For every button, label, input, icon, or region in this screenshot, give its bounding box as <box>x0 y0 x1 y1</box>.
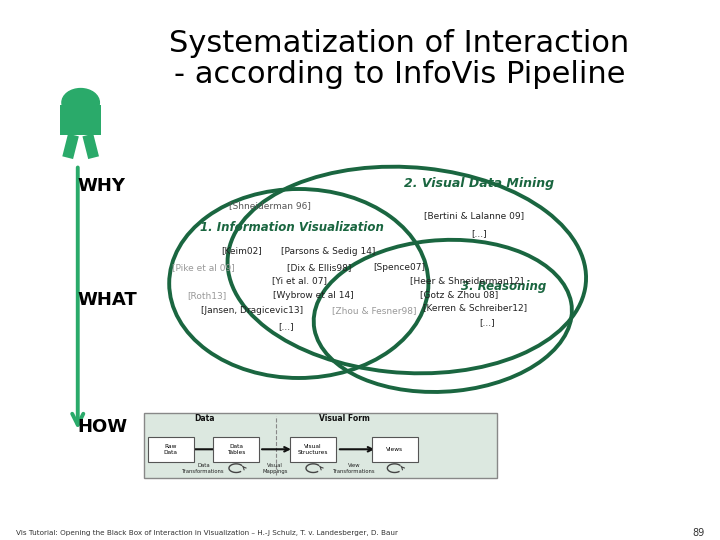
Text: [Jansen, Dragicevic13]: [Jansen, Dragicevic13] <box>201 306 303 315</box>
Text: [...]: [...] <box>472 230 487 238</box>
Text: WHAT: WHAT <box>78 291 138 309</box>
Text: [...]: [...] <box>479 319 495 327</box>
Text: Data: Data <box>194 414 215 423</box>
Text: [Spence07]: [Spence07] <box>374 263 426 272</box>
Text: View
Transformations: View Transformations <box>333 463 376 474</box>
Text: [Kerren & Schreiber12]: [Kerren & Schreiber12] <box>423 303 527 312</box>
Text: [Dix & Ellis98]: [Dix & Ellis98] <box>287 263 352 272</box>
Text: 89: 89 <box>692 528 704 538</box>
Text: Views: Views <box>386 447 403 452</box>
FancyBboxPatch shape <box>290 437 336 462</box>
Text: [Shneiderman 96]: [Shneiderman 96] <box>229 201 311 210</box>
Text: [Pike et al 09]: [Pike et al 09] <box>172 263 235 272</box>
FancyBboxPatch shape <box>148 437 194 462</box>
Text: Data
Tables: Data Tables <box>227 444 246 455</box>
Text: [Gotz & Zhou 08]: [Gotz & Zhou 08] <box>420 290 498 299</box>
Text: Visual Form: Visual Form <box>319 414 369 423</box>
Text: [Zhou & Fesner98]: [Zhou & Fesner98] <box>332 306 417 315</box>
Text: [Bertini & Lalanne 09]: [Bertini & Lalanne 09] <box>423 212 524 220</box>
FancyBboxPatch shape <box>144 413 497 478</box>
FancyBboxPatch shape <box>213 437 259 462</box>
Text: Visual
Structures: Visual Structures <box>298 444 328 455</box>
Text: [Yi et al. 07]: [Yi et al. 07] <box>272 276 327 285</box>
Text: [Wybrow et al 14]: [Wybrow et al 14] <box>273 291 354 300</box>
Text: [Keim02]: [Keim02] <box>221 247 261 255</box>
Text: [Parsons & Sedig 14]: [Parsons & Sedig 14] <box>281 247 376 255</box>
Text: Raw
Data: Raw Data <box>163 444 178 455</box>
Text: 1. Information Visualization: 1. Information Visualization <box>199 221 384 234</box>
Text: Vis Tutorial: Opening the Black Box of Interaction in Visualization – H.-J Schul: Vis Tutorial: Opening the Black Box of I… <box>16 530 398 536</box>
Text: 3. Reasoning: 3. Reasoning <box>462 280 546 293</box>
Text: Systematization of Interaction: Systematization of Interaction <box>169 29 630 58</box>
Text: Visual
Mappings: Visual Mappings <box>262 463 288 474</box>
Text: [Heer & Shneiderman12]: [Heer & Shneiderman12] <box>410 276 523 285</box>
Text: Data
Transformations: Data Transformations <box>182 463 225 474</box>
FancyBboxPatch shape <box>372 437 418 462</box>
Text: 2. Visual Data Mining: 2. Visual Data Mining <box>404 177 554 190</box>
FancyBboxPatch shape <box>60 105 101 135</box>
Text: - according to InfoVis Pipeline: - according to InfoVis Pipeline <box>174 60 626 89</box>
Circle shape <box>62 89 99 117</box>
Text: [Roth13]: [Roth13] <box>188 291 227 300</box>
Text: WHY: WHY <box>78 177 126 195</box>
Text: HOW: HOW <box>78 417 128 436</box>
Text: [...]: [...] <box>278 322 294 331</box>
